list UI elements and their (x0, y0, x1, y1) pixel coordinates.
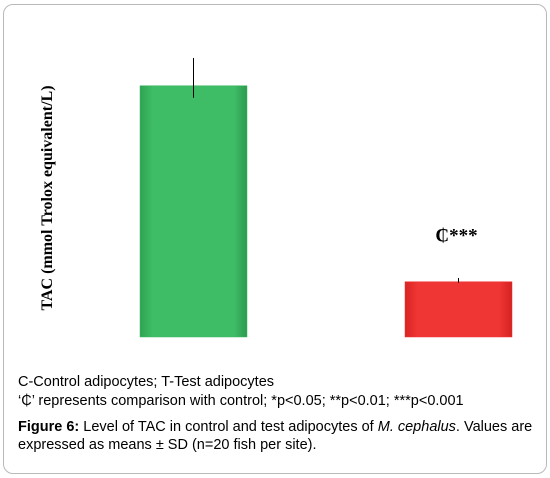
caption-text-after: . Values are expressed as means ± SD (n=… (18, 419, 533, 453)
legend-note: C-Control adipocytes; T-Test adipocytes (18, 374, 275, 390)
bar-1 (139, 85, 248, 338)
caption-label: Figure 6: (18, 419, 80, 435)
figure-frame (3, 4, 547, 474)
caption-text-before: Level of TAC in control and test adipocy… (79, 419, 378, 435)
chart: TAC (mmol Trolox equivalent/L) ₵*** (39, 58, 513, 338)
figure-caption: Figure 6: Level of TAC in control and te… (18, 418, 538, 454)
bar-2 (404, 281, 513, 338)
y-axis-label: TAC (mmol Trolox equivalent/L) (39, 85, 56, 310)
significance-annotation-2: ₵*** (435, 226, 477, 247)
significance-note: ‘₵’ represents comparison with control; … (18, 393, 464, 409)
caption-species: M. cephalus (377, 419, 456, 435)
